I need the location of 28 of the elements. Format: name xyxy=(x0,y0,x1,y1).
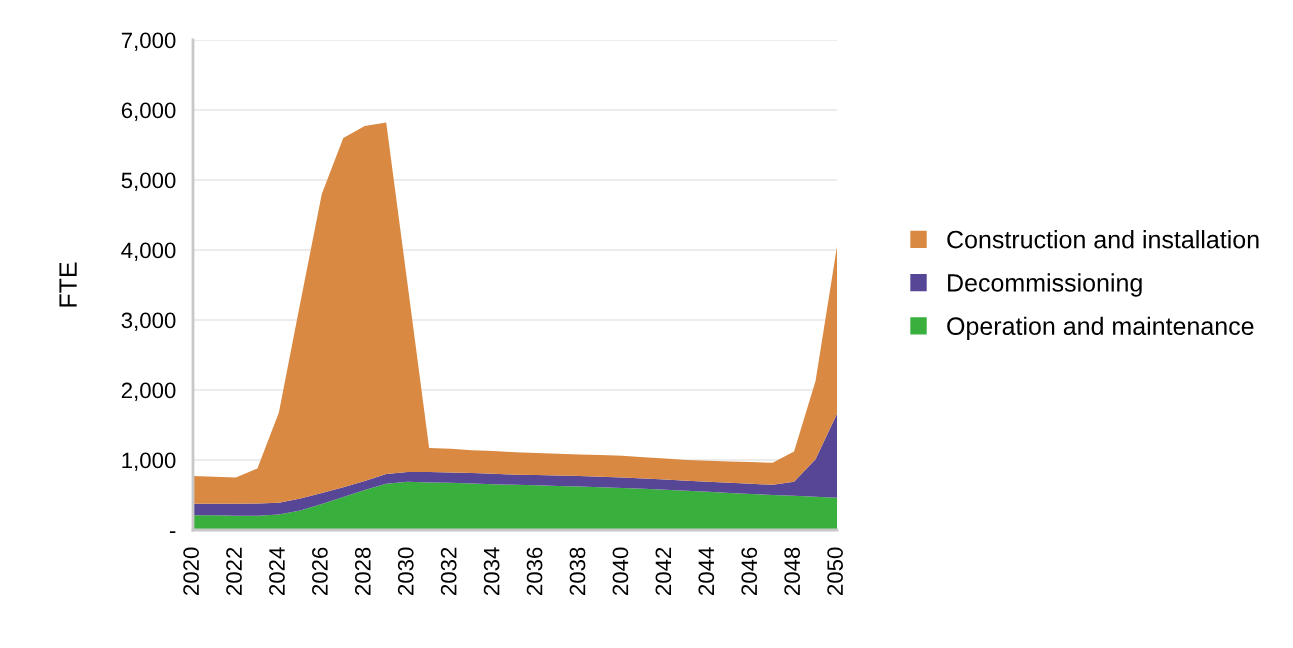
y-tick-label: 4,000 xyxy=(121,242,176,261)
legend-label: Construction and installation xyxy=(947,230,1259,249)
x-tick-label: 2024 xyxy=(269,547,285,595)
y-tick-label: 7,000 xyxy=(121,32,176,51)
y-tick-label: 3,000 xyxy=(121,312,176,331)
x-tick-label: 2034 xyxy=(483,547,500,595)
y-axis-title: FTE xyxy=(59,262,77,307)
y-tick-label: 1,000 xyxy=(122,452,176,471)
x-tick-label: 2048 xyxy=(784,547,801,595)
y-tick-label: 5,000 xyxy=(121,172,176,191)
x-tick-label: 2046 xyxy=(741,547,758,595)
x-tick-label: 2040 xyxy=(612,547,629,595)
x-tick-label: 2042 xyxy=(655,547,672,595)
y-tick-label: 2,000 xyxy=(121,382,176,401)
x-tick-label: 2038 xyxy=(569,547,586,595)
legend-label: Decommissioning xyxy=(948,273,1142,297)
x-tick-label: 2032 xyxy=(440,547,457,595)
x-tick-label: 2036 xyxy=(526,547,543,595)
x-tick-label: 2028 xyxy=(354,547,371,595)
y-tick-label: 6,000 xyxy=(121,102,176,121)
x-tick-label: 2030 xyxy=(397,547,414,595)
x-tick-label: 2044 xyxy=(698,547,715,595)
y-tick-label: - xyxy=(169,531,176,534)
x-tick-label: 2022 xyxy=(226,547,242,595)
legend-label: Operation and maintenance xyxy=(947,316,1254,340)
x-tick-label: 2026 xyxy=(312,547,328,595)
x-tick-label: 2020 xyxy=(183,547,199,595)
x-tick-label: 2050 xyxy=(827,547,843,595)
